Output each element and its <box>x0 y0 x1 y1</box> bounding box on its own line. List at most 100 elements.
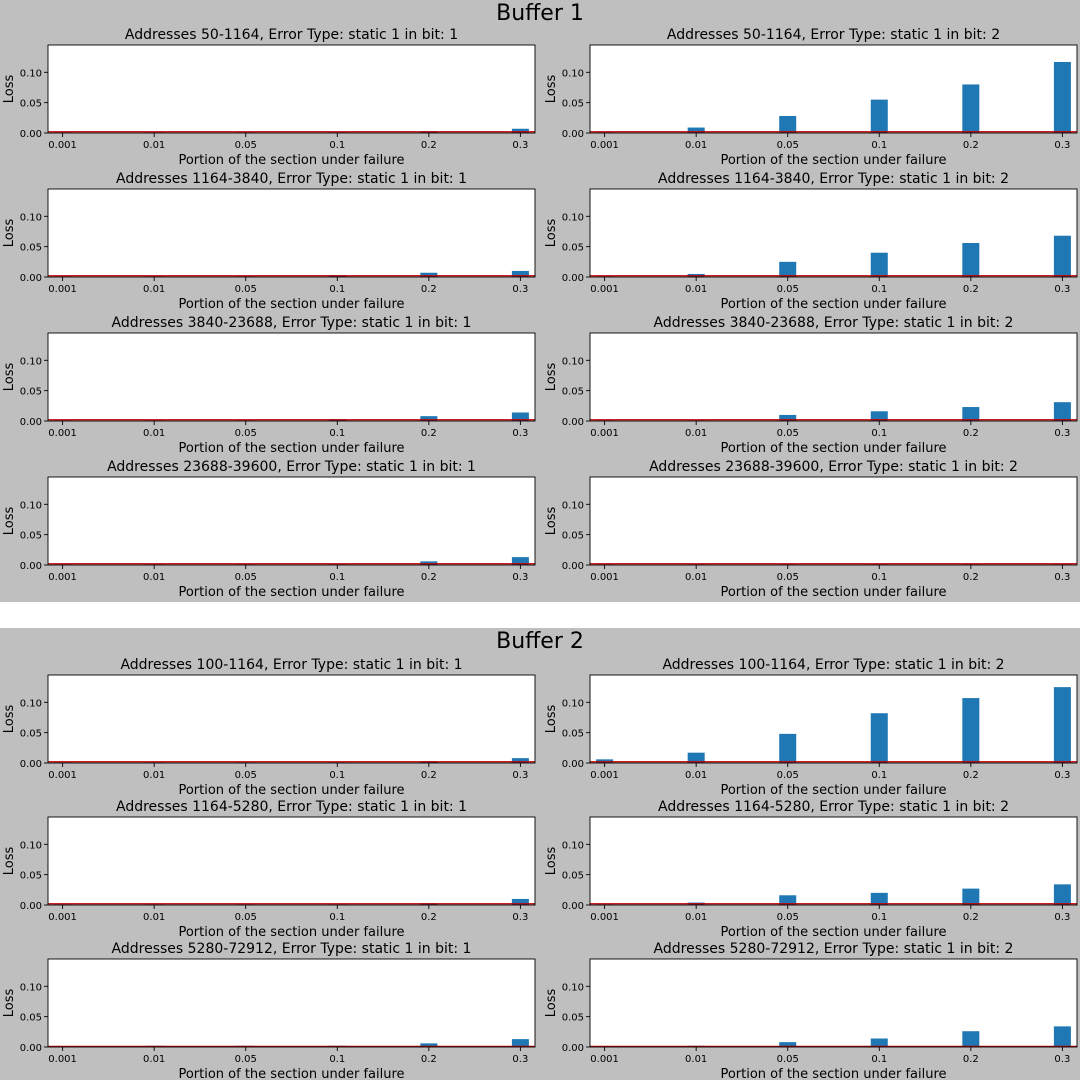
axes-frame <box>589 816 1078 906</box>
x-tick-label: 0.3 <box>1054 1054 1070 1065</box>
y-tick-label: 0.05 <box>20 531 42 542</box>
x-tick-label: 0.1 <box>871 572 887 583</box>
subplot: Addresses 1164-3840, Error Type: static … <box>2 171 536 312</box>
x-tick-label: 0.3 <box>1054 912 1070 923</box>
buffer-title: Buffer 1 <box>496 1 584 26</box>
plot-area <box>590 189 1077 277</box>
y-tick-label: 0.00 <box>20 273 42 284</box>
x-tick-label: 0.001 <box>48 1054 77 1065</box>
x-tick-label: 0.3 <box>512 428 528 439</box>
x-axis-label: Portion of the section under failure <box>178 297 404 312</box>
bar <box>687 752 705 763</box>
x-axis-label: Portion of the section under failure <box>720 297 946 312</box>
y-tick-label: 0.00 <box>20 561 42 572</box>
bar <box>1053 687 1071 763</box>
subplot: Addresses 50-1164, Error Type: static 1 … <box>2 27 536 168</box>
y-tick-label: 0.05 <box>562 387 584 398</box>
x-tick-label: 0.05 <box>235 428 257 439</box>
bar <box>1053 402 1071 421</box>
x-tick-label: 0.01 <box>685 428 707 439</box>
bar <box>779 1042 797 1047</box>
y-tick-label: 0.00 <box>20 759 42 770</box>
y-tick-label: 0.05 <box>562 1013 584 1024</box>
y-tick-label: 0.00 <box>562 273 584 284</box>
y-tick-label: 0.00 <box>20 1043 42 1054</box>
plot-area <box>590 675 1077 763</box>
plot-area <box>48 477 535 565</box>
subplot: Addresses 50-1164, Error Type: static 1 … <box>544 27 1078 168</box>
x-tick-label: 0.01 <box>685 572 707 583</box>
subplot-title: Addresses 3840-23688, Error Type: static… <box>654 315 1014 331</box>
x-tick-label: 0.3 <box>512 572 528 583</box>
x-tick-label: 0.3 <box>512 1054 528 1065</box>
y-axis-label: Loss <box>2 219 17 248</box>
x-tick-label: 0.2 <box>421 912 437 923</box>
x-tick-label: 0.01 <box>143 284 165 295</box>
x-tick-label: 0.1 <box>329 572 345 583</box>
y-axis-label: Loss <box>2 363 17 392</box>
x-tick-label: 0.05 <box>235 1054 257 1065</box>
plot-area <box>48 675 535 763</box>
subplot: Addresses 1164-5280, Error Type: static … <box>544 799 1078 940</box>
bar <box>1053 61 1071 133</box>
x-tick-label: 0.1 <box>329 140 345 151</box>
x-tick-label: 0.2 <box>421 770 437 781</box>
x-tick-label: 0.05 <box>777 428 799 439</box>
y-axis-label: Loss <box>544 989 559 1018</box>
x-tick-label: 0.2 <box>963 912 979 923</box>
y-axis-label: Loss <box>2 75 17 104</box>
x-axis-label: Portion of the section under failure <box>178 925 404 940</box>
bar <box>511 898 529 905</box>
y-tick-label: 0.10 <box>562 840 584 851</box>
x-tick-label: 0.05 <box>235 284 257 295</box>
bar <box>779 414 797 421</box>
axes-frame <box>47 188 536 278</box>
x-tick-label: 0.1 <box>871 428 887 439</box>
bar <box>870 713 888 763</box>
y-axis-label: Loss <box>2 847 17 876</box>
x-tick-label: 0.01 <box>143 1054 165 1065</box>
y-axis-label: Loss <box>2 705 17 734</box>
x-tick-label: 0.05 <box>777 140 799 151</box>
bar <box>870 1038 888 1047</box>
bar <box>779 733 797 763</box>
bar <box>511 128 529 133</box>
plot-area <box>48 959 535 1047</box>
bar <box>962 84 980 133</box>
bar <box>511 412 529 421</box>
bar <box>962 243 980 277</box>
subplot-title: Addresses 1164-5280, Error Type: static … <box>658 799 1009 815</box>
y-tick-label: 0.10 <box>562 356 584 367</box>
x-tick-label: 0.2 <box>963 572 979 583</box>
bar <box>420 561 438 565</box>
axes-frame <box>47 476 536 566</box>
bar <box>420 416 438 421</box>
x-tick-label: 0.1 <box>329 912 345 923</box>
bar <box>962 1031 980 1047</box>
axes-frame <box>589 188 1078 278</box>
y-tick-label: 0.00 <box>20 417 42 428</box>
plot-area <box>590 817 1077 905</box>
subplot: Addresses 3840-23688, Error Type: static… <box>2 315 536 456</box>
x-tick-label: 0.001 <box>48 428 77 439</box>
subplot: Addresses 1164-3840, Error Type: static … <box>544 171 1078 312</box>
x-tick-label: 0.3 <box>1054 140 1070 151</box>
y-axis-label: Loss <box>544 75 559 104</box>
y-tick-label: 0.05 <box>562 531 584 542</box>
x-tick-label: 0.001 <box>48 912 77 923</box>
subplot: Addresses 3840-23688, Error Type: static… <box>544 315 1078 456</box>
axes-frame <box>47 332 536 422</box>
x-tick-label: 0.05 <box>777 1054 799 1065</box>
x-tick-label: 0.1 <box>871 284 887 295</box>
y-tick-label: 0.10 <box>20 982 42 993</box>
x-tick-label: 0.001 <box>590 284 619 295</box>
x-tick-label: 0.01 <box>143 140 165 151</box>
subplot-title: Addresses 1164-3840, Error Type: static … <box>116 171 467 187</box>
x-tick-label: 0.2 <box>421 284 437 295</box>
y-axis-label: Loss <box>544 219 559 248</box>
plot-area <box>590 333 1077 421</box>
y-tick-label: 0.05 <box>20 387 42 398</box>
x-tick-label: 0.01 <box>685 912 707 923</box>
bar <box>596 759 614 763</box>
